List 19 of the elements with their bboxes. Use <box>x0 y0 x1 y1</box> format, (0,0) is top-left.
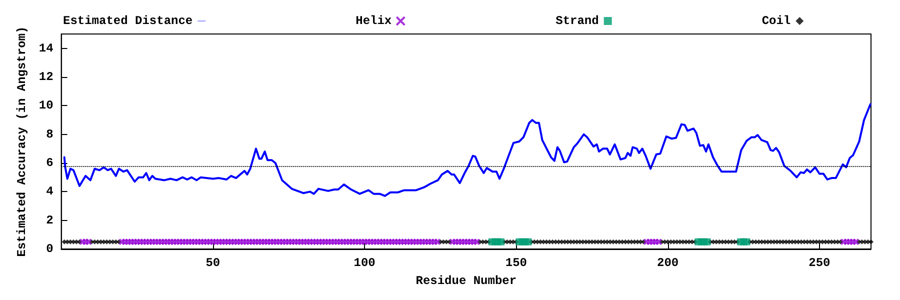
x-tick-label: 100 <box>354 256 376 270</box>
legend-label: Coil <box>762 14 791 28</box>
y-tick-label: 2 <box>46 213 54 228</box>
legend-label: Estimated Distance <box>62 14 193 28</box>
legend-label: Strand <box>556 14 599 28</box>
x-tick-label: 200 <box>657 256 679 270</box>
legend-label: Helix <box>356 14 392 28</box>
y-tick-label: 6 <box>46 156 54 170</box>
x-tick-label: 150 <box>505 256 527 270</box>
x-tick-label: 250 <box>808 256 830 270</box>
y-axis-title: Estimated Accuracy (in Angstrom) <box>15 26 29 257</box>
y-tick-label: 8 <box>46 127 54 142</box>
y-tick-label: 12 <box>38 70 54 84</box>
y-tick-label: 14 <box>38 41 54 56</box>
y-tick-label: 4 <box>46 184 54 199</box>
x-axis-title: Residue Number <box>416 274 517 288</box>
y-tick-label: 0 <box>46 242 54 256</box>
y-tick-label: 10 <box>38 98 54 113</box>
x-tick-label: 50 <box>206 256 220 270</box>
